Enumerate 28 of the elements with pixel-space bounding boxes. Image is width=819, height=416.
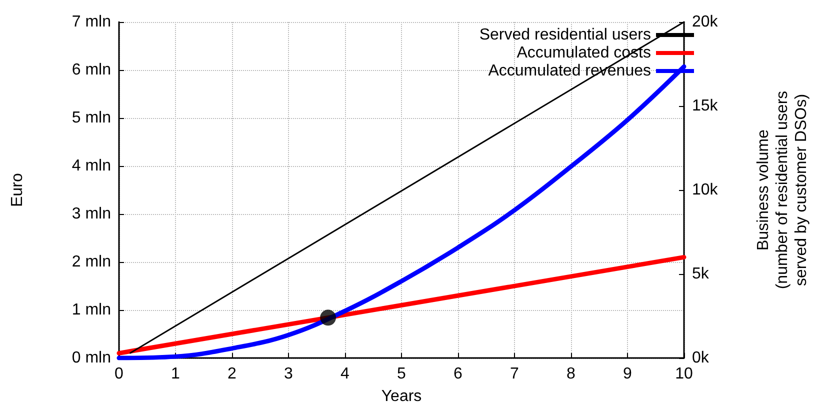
y-axis-title: Euro xyxy=(9,173,26,207)
x-tick-label: 1 xyxy=(171,366,180,382)
y2-tick-label: 0k xyxy=(692,350,710,366)
y-tick-label: 5 mln xyxy=(72,110,111,126)
x-tick-label: 6 xyxy=(454,366,463,382)
y2-tick-label: 10k xyxy=(692,182,719,198)
y-tick-label: 3 mln xyxy=(72,206,111,222)
y-tick-label: 7 mln xyxy=(72,14,111,30)
x-tick-label: 3 xyxy=(284,366,294,382)
legend-label: Served residential users xyxy=(479,26,651,44)
y-tick-label: 0 mln xyxy=(72,350,111,366)
x-tick-label: 4 xyxy=(340,366,350,382)
x-tick-label: 2 xyxy=(228,366,237,382)
y-tick-label: 6 mln xyxy=(72,62,111,78)
x-tick-label: 5 xyxy=(397,366,406,382)
x-tick-label: 0 xyxy=(114,366,124,382)
y-tick-label: 4 mln xyxy=(72,158,111,174)
y2-tick-label: 20k xyxy=(692,14,719,30)
y2-tick-label: 15k xyxy=(692,98,719,114)
y-tick-label: 1 mln xyxy=(72,302,111,318)
x-tick-label: 9 xyxy=(623,366,632,382)
y-tick-label: 2 mln xyxy=(72,254,111,270)
y2-tick-label: 5k xyxy=(692,266,710,282)
x-tick-label: 8 xyxy=(566,366,576,382)
x-axis-title: Years xyxy=(381,388,422,405)
x-tick-label: 7 xyxy=(510,366,520,382)
y2-axis-title: Business volume (number of residential users served by customer DSOs) xyxy=(755,90,810,290)
x-tick-label: 10 xyxy=(675,366,693,382)
